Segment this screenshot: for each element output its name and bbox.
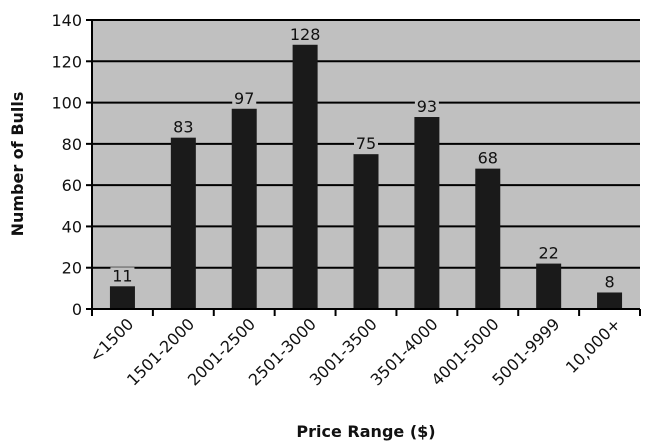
bar — [353, 154, 379, 309]
x-axis: <15001501-20002001-25002501-30003001-350… — [86, 308, 641, 390]
data-label: 8 — [604, 272, 614, 291]
y-tick-label: 20 — [62, 259, 82, 278]
data-label: 128 — [290, 25, 321, 44]
bar — [475, 168, 501, 309]
data-labels: 11 83 97 128 75 93 68 22 8 — [110, 25, 617, 291]
bar — [597, 292, 623, 309]
data-label-background — [288, 25, 323, 43]
data-label-background — [475, 149, 500, 167]
x-axis-title: Price Range ($) — [296, 422, 435, 441]
data-label: 83 — [173, 118, 193, 137]
data-label: 93 — [417, 97, 437, 116]
data-label-background — [536, 244, 561, 262]
y-tick-label: 60 — [62, 176, 82, 195]
y-tick-label: 0 — [72, 300, 82, 319]
x-tick-label: 10,000+ — [562, 314, 625, 377]
data-label-background — [602, 273, 617, 291]
bars — [109, 44, 623, 310]
data-label: 97 — [234, 89, 254, 108]
data-label-background — [354, 135, 378, 153]
data-label: 22 — [538, 244, 558, 263]
y-tick-label: 120 — [51, 52, 82, 71]
bar — [414, 117, 440, 310]
data-label: 68 — [478, 149, 498, 168]
y-tick-label: 40 — [62, 217, 82, 236]
y-tick-label: 80 — [62, 135, 82, 154]
data-label: 11 — [112, 266, 132, 285]
data-label-background — [232, 89, 257, 107]
bar — [109, 286, 135, 309]
y-axis-title: Number of Bulls — [8, 92, 27, 237]
bar — [536, 263, 562, 309]
data-label: 75 — [356, 134, 376, 153]
data-label-background — [110, 267, 135, 285]
y-axis: 0 20 40 60 80 100 120 140 — [51, 11, 93, 319]
y-tick-label: 100 — [51, 94, 82, 113]
bar — [292, 44, 318, 310]
data-label-background — [414, 98, 439, 116]
bar — [231, 108, 257, 309]
bar — [170, 137, 196, 309]
x-tick-label: <1500 — [86, 314, 138, 366]
y-tick-label: 140 — [51, 11, 82, 30]
data-label-background — [171, 118, 196, 136]
